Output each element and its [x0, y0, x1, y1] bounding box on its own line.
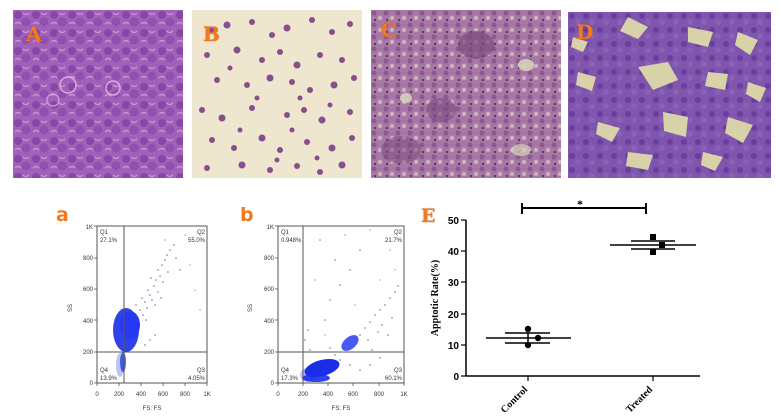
plot-b-events — [300, 229, 399, 382]
plot-a-xtick: 800 — [180, 392, 191, 398]
plot-a-ytick: 800 — [83, 256, 94, 262]
plot-b-q4-name: Q4 — [281, 368, 290, 374]
micrograph-b — [192, 10, 362, 178]
panel-label-d-upper: D — [576, 20, 594, 44]
flow-plot-a: Q1 27.1% Q2 55.0% Q3 4.05% Q4 13.9% 0 20… — [68, 225, 211, 412]
significance-bracket — [521, 203, 647, 214]
control-group-markers — [486, 325, 571, 349]
panel-label-b-lower: b — [240, 204, 254, 226]
e-ytick: 30 — [448, 278, 460, 289]
plot-b-ytick: 600 — [264, 287, 275, 293]
plot-b-xtick: 600 — [348, 392, 359, 398]
plot-a-q4-value: 13.9% — [100, 376, 118, 382]
flow-plot-b: Q1 0.948% Q2 21.7% Q3 60.1% Q4 17.3% 0 2… — [248, 225, 408, 412]
plot-a-ytick: 200 — [83, 350, 94, 356]
plot-a-ytick: 1K — [86, 225, 93, 231]
plot-a-q1-name: Q1 — [100, 230, 109, 236]
plot-b-frame — [277, 225, 405, 384]
plot-b-ytick: 0 — [271, 381, 275, 387]
micrograph-a-image — [13, 10, 183, 178]
e-ytick: 20 — [448, 310, 460, 321]
e-ytick: 50 — [448, 216, 460, 227]
micrograph-b-image — [192, 10, 362, 178]
plot-a-events — [113, 234, 201, 377]
plot-b-q3-name: Q3 — [394, 368, 403, 374]
micrograph-a — [13, 10, 183, 178]
plot-a-xtick: 1K — [203, 392, 210, 398]
treated-group-markers — [610, 234, 696, 255]
plot-b-q1-name: Q1 — [281, 230, 290, 236]
plot-a-ytick: 400 — [83, 319, 94, 325]
plot-b-ytick: 200 — [264, 350, 275, 356]
plot-b-ytick: 800 — [264, 256, 275, 262]
plot-a-q3-value: 4.05% — [188, 376, 206, 382]
e-ytick: 40 — [448, 247, 460, 258]
plot-b-xtick: 800 — [374, 392, 385, 398]
significance-star: * — [577, 200, 583, 211]
e-ytick: 0 — [453, 372, 459, 383]
plot-b-q1-value: 0.948% — [281, 238, 302, 244]
plot-a-xlabel: FS: FS — [143, 406, 162, 412]
plot-a-xtick: 600 — [158, 392, 169, 398]
plot-a-q2-name: Q2 — [197, 230, 206, 236]
plot-a-ylabel: SS — [68, 304, 74, 312]
e-ylabel: Apptotic Rate(%) — [430, 260, 441, 336]
plot-a-q4-name: Q4 — [100, 368, 109, 374]
plot-b-ytick: 400 — [264, 319, 275, 325]
plot-b-q2-value: 21.7% — [385, 238, 403, 244]
plot-a-ytick: 600 — [83, 287, 94, 293]
plot-a-xtick: 400 — [136, 392, 147, 398]
plot-b-q3-value: 60.1% — [385, 376, 403, 382]
plot-a-xtick: 0 — [95, 392, 99, 398]
panel-label-a-lower: a — [56, 204, 69, 226]
panel-label-b-upper: B — [203, 22, 220, 46]
plot-b-xtick: 400 — [323, 392, 334, 398]
plot-b-xlabel: FS: FS — [332, 406, 351, 412]
plot-b-ytick: 1K — [267, 225, 274, 231]
plot-b-q4-value: 17.3% — [281, 376, 299, 382]
panel-label-a-upper: A — [26, 22, 42, 46]
plot-a-frame — [96, 225, 208, 384]
e-ytick: 10 — [448, 341, 460, 352]
plot-a-q1-value: 27.1% — [100, 238, 118, 244]
panel-label-c-upper: C — [381, 18, 397, 42]
micrograph-c — [371, 10, 561, 178]
apoptosis-chart: 0 10 20 30 40 50 Apptotic Rate(%) * Cont… — [430, 200, 700, 416]
plot-b-q2-name: Q2 — [394, 230, 403, 236]
plot-b-ylabel: SS — [248, 304, 254, 312]
plot-b-xtick: 1K — [400, 392, 407, 398]
e-xtick-control: Control — [499, 384, 530, 415]
micrograph-c-image — [371, 10, 561, 178]
plot-a-ytick: 0 — [90, 381, 94, 387]
plot-a-q2-value: 55.0% — [188, 238, 206, 244]
micrograph-d — [568, 12, 771, 178]
plot-b-xtick: 0 — [276, 392, 280, 398]
plot-a-xtick: 200 — [114, 392, 125, 398]
e-xtick-treated: Treated — [624, 384, 655, 415]
micrograph-d-image — [568, 12, 771, 178]
plot-b-xtick: 200 — [298, 392, 309, 398]
panel-label-e: E — [421, 205, 436, 227]
plot-a-q3-name: Q3 — [197, 368, 206, 374]
